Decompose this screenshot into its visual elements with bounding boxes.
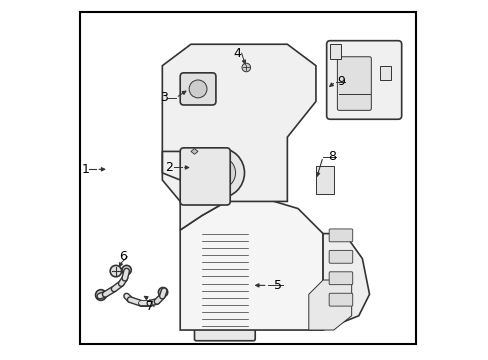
Text: 4: 4 — [233, 47, 241, 60]
Bar — [200, 223, 249, 330]
Circle shape — [242, 63, 250, 72]
FancyBboxPatch shape — [180, 148, 230, 205]
FancyBboxPatch shape — [326, 41, 401, 119]
Text: 9: 9 — [336, 75, 344, 88]
Circle shape — [158, 288, 167, 297]
Polygon shape — [323, 234, 369, 330]
Text: 5: 5 — [274, 279, 282, 292]
FancyBboxPatch shape — [328, 293, 352, 306]
Text: 8: 8 — [327, 150, 335, 163]
Bar — [329, 44, 340, 59]
Text: 3: 3 — [160, 91, 168, 104]
Circle shape — [203, 157, 235, 189]
Text: 6: 6 — [119, 250, 127, 263]
Polygon shape — [190, 149, 198, 154]
Circle shape — [95, 290, 106, 300]
FancyBboxPatch shape — [328, 272, 352, 285]
Text: 1: 1 — [81, 163, 89, 176]
Circle shape — [194, 148, 244, 198]
FancyBboxPatch shape — [194, 210, 255, 228]
Bar — [380, 66, 390, 80]
Polygon shape — [180, 198, 323, 330]
Text: 7: 7 — [145, 300, 154, 313]
FancyBboxPatch shape — [328, 250, 352, 263]
Text: 2: 2 — [165, 161, 173, 174]
FancyBboxPatch shape — [194, 327, 255, 341]
FancyBboxPatch shape — [328, 229, 352, 242]
Circle shape — [110, 265, 122, 277]
Bar — [315, 166, 333, 194]
Circle shape — [189, 80, 206, 98]
Polygon shape — [308, 280, 351, 330]
Circle shape — [122, 265, 131, 275]
Polygon shape — [162, 44, 315, 230]
FancyBboxPatch shape — [337, 57, 370, 111]
FancyBboxPatch shape — [180, 73, 216, 105]
